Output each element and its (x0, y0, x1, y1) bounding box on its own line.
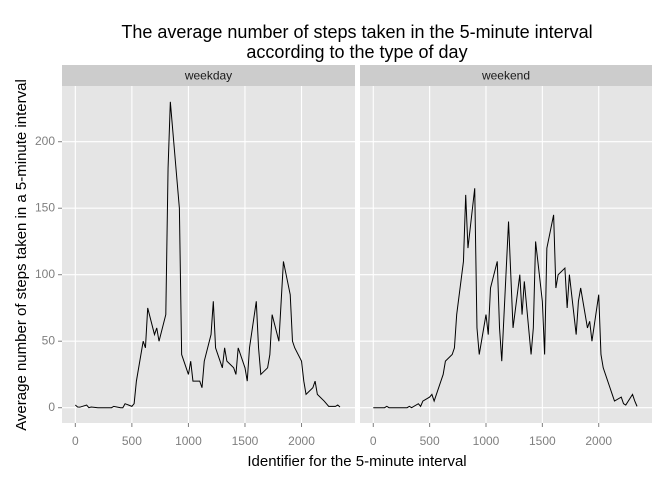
x-tick-label: 1500 (529, 434, 556, 448)
x-tick-label: 0 (370, 434, 377, 448)
x-tick-label: 2000 (288, 434, 315, 448)
x-axis-title: Identifier for the 5-minute interval (247, 453, 466, 470)
x-tick-label: 1500 (232, 434, 259, 448)
panel-background (62, 86, 355, 423)
y-tick-label: 200 (35, 134, 55, 148)
y-axis-title: Average number of steps taken in a 5-min… (13, 79, 30, 431)
y-tick-label: 50 (42, 333, 56, 347)
x-tick-label: 1000 (175, 434, 202, 448)
strip-label: weekend (481, 69, 530, 83)
y-tick-label: 100 (35, 267, 55, 281)
y-tick-label: 150 (35, 200, 55, 214)
x-tick-label: 500 (420, 434, 440, 448)
x-tick-label: 500 (122, 434, 142, 448)
x-tick-label: 2000 (585, 434, 612, 448)
chart-title: The average number of steps taken in the… (121, 22, 592, 42)
strip-label: weekday (184, 69, 232, 83)
data-line (373, 188, 638, 409)
x-tick-label: 0 (72, 434, 79, 448)
y-tick-label: 0 (48, 400, 55, 414)
x-tick-label: 1000 (473, 434, 500, 448)
strip-background (360, 65, 652, 86)
strip-background (62, 65, 355, 86)
panel-background (360, 86, 652, 423)
chart-title: according to the type of day (246, 42, 467, 62)
data-line (74, 101, 341, 409)
